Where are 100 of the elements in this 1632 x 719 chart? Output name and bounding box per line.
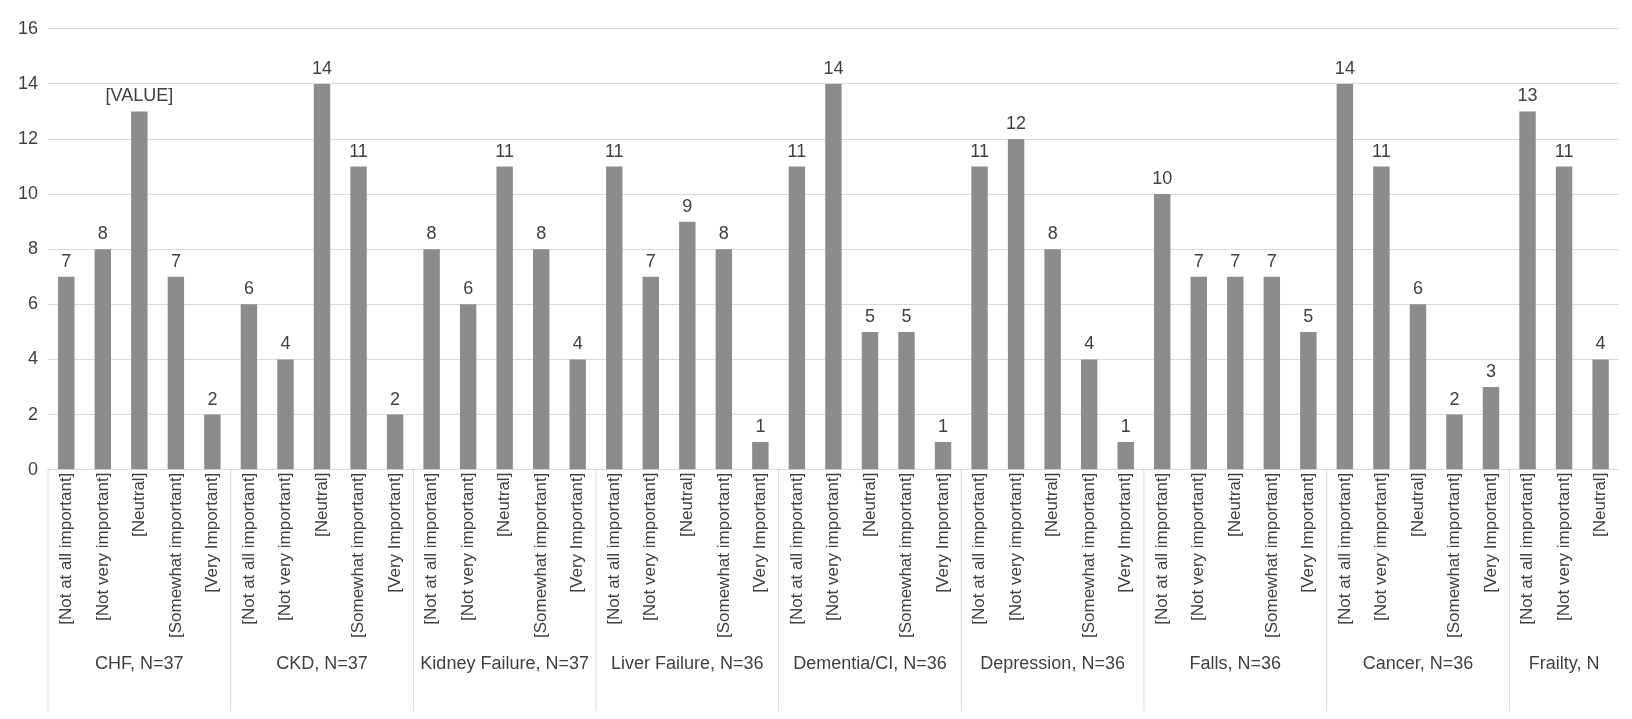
bar — [58, 276, 75, 470]
data-label: 3 — [1486, 360, 1497, 381]
bar — [350, 166, 367, 470]
x-tick-label: [Not at all important] — [786, 472, 806, 625]
bar — [971, 166, 988, 470]
bar — [496, 166, 513, 470]
text: Falls, N=36 — [1189, 652, 1282, 673]
bar — [1190, 276, 1207, 470]
bar — [1300, 331, 1317, 470]
bar — [1336, 83, 1354, 470]
data-label: 2 — [390, 388, 401, 409]
data-label: 9 — [682, 195, 693, 216]
x-tick-label: [Not very important] — [275, 472, 295, 621]
y-tick-label: 16 — [17, 17, 39, 38]
bar — [313, 83, 331, 470]
data-label: 13 — [1517, 85, 1538, 106]
y-tick-label: 12 — [17, 127, 39, 148]
x-tick-label: [Not very important] — [1005, 472, 1025, 621]
x-tick-label: [Neutral] — [311, 472, 331, 537]
data-label: 8 — [426, 223, 437, 244]
bar — [898, 331, 915, 470]
data-label: 11 — [495, 140, 515, 161]
bar — [642, 276, 660, 470]
x-tick-label: [Not at all important] — [603, 472, 623, 625]
x-tick-label: [Not very important] — [640, 472, 660, 621]
x-tick-label: [Not very important] — [1188, 472, 1208, 621]
y-tick-label: 8 — [28, 238, 39, 259]
y-tick-label: 4 — [28, 348, 39, 369]
text: Depression, N=36 — [980, 652, 1125, 673]
x-tick-label: [Not very important] — [1553, 472, 1573, 621]
bar — [1227, 276, 1244, 470]
bar — [606, 166, 623, 470]
x-tick-label: [Not at all important] — [969, 472, 989, 625]
x-tick-label: [Somewhat important] — [1444, 472, 1464, 639]
bar — [715, 249, 733, 470]
x-tick-label: [Not very important] — [1371, 472, 1391, 621]
x-tick-label: [Neutral] — [1407, 472, 1427, 537]
x-tick-label: [Neutral] — [1042, 472, 1062, 537]
x-tick-label: [Not at all important] — [421, 472, 441, 625]
bar — [131, 111, 148, 470]
x-tick-label: [Very Important] — [567, 472, 587, 593]
data-label: 8 — [1047, 223, 1058, 244]
data-label: 1 — [938, 416, 949, 437]
x-tick-label: [Not at all important] — [55, 472, 75, 625]
text: CHF, N=37 — [95, 652, 184, 673]
bar — [934, 442, 952, 470]
x-tick-label: [Very Important] — [384, 472, 404, 593]
bar — [1154, 194, 1171, 470]
data-label: 5 — [1303, 305, 1314, 326]
data-label: 7 — [1193, 250, 1204, 271]
bar — [1117, 442, 1134, 470]
x-tick-label: [Neutral] — [129, 472, 149, 537]
data-label: 1 — [1120, 416, 1131, 437]
x-tick-label: [Neutral] — [1224, 472, 1244, 537]
bar — [277, 359, 294, 470]
data-label: 6 — [243, 278, 254, 299]
x-tick-label: [Not very important] — [457, 472, 477, 621]
x-tick-label: [Very Important] — [1480, 472, 1500, 593]
data-label: 12 — [1006, 112, 1027, 133]
data-label: 4 — [280, 333, 291, 354]
y-tick-label: 6 — [28, 293, 39, 314]
bar — [1482, 386, 1500, 470]
data-label: 11 — [604, 140, 624, 161]
bar — [788, 166, 806, 470]
x-tick-label: [Very Important] — [1298, 472, 1318, 593]
data-label: [VALUE] — [105, 85, 174, 106]
x-tick-label: [Neutral] — [1590, 472, 1610, 537]
y-tick-label: 10 — [17, 183, 39, 204]
x-tick-label: [Very Important] — [932, 472, 952, 593]
x-tick-label: [Somewhat important] — [1078, 472, 1098, 639]
data-label: 8 — [97, 223, 108, 244]
data-label: 7 — [1266, 250, 1277, 271]
text: Kidney Failure, N=37 — [420, 652, 589, 673]
bar — [1373, 166, 1390, 470]
data-label: 11 — [1372, 140, 1391, 161]
bar — [1044, 249, 1061, 470]
y-tick-label: 2 — [28, 403, 39, 424]
data-label: 7 — [170, 250, 181, 271]
bar — [94, 249, 112, 470]
data-label: 7 — [1230, 250, 1241, 271]
x-tick-label: [Not at all important] — [1151, 472, 1171, 625]
x-tick-label: [Somewhat important] — [530, 472, 550, 639]
bar — [167, 276, 185, 470]
data-label: 2 — [1449, 388, 1460, 409]
x-tick-label: [Not very important] — [823, 472, 843, 621]
data-label: 11 — [970, 140, 989, 161]
bar — [1409, 304, 1427, 470]
data-label: 14 — [823, 57, 844, 78]
bar — [861, 331, 879, 470]
data-label: 5 — [864, 305, 875, 326]
data-label: 4 — [1595, 333, 1606, 354]
x-tick-label: [Not at all important] — [238, 472, 258, 625]
bar — [825, 83, 842, 470]
data-label: 6 — [1412, 278, 1423, 299]
bar — [1080, 359, 1098, 470]
data-label: 6 — [463, 278, 474, 299]
x-tick-label: [Somewhat important] — [896, 472, 916, 639]
bar — [679, 221, 696, 470]
text: Frailty, N — [1528, 652, 1600, 673]
data-label: 8 — [718, 223, 729, 244]
